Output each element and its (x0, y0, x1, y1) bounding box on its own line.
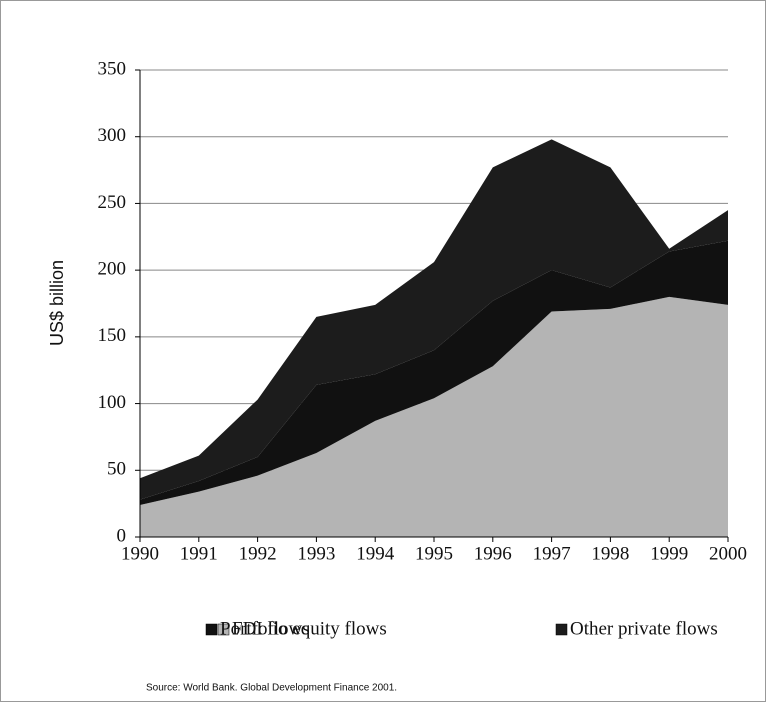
y-tick-label: 50 (107, 459, 126, 480)
y-axis-label: US$ billion (47, 260, 67, 346)
legend-label: Portfolio equity flows (220, 618, 387, 639)
legend-label: FDI flows (232, 618, 310, 639)
y-tick-label: 250 (98, 192, 127, 213)
legend-swatch (555, 623, 568, 636)
x-tick-label: 1993 (297, 543, 335, 564)
x-tick-label: 1999 (650, 543, 688, 564)
x-tick-label: 2000 (709, 543, 747, 564)
area (140, 240, 728, 505)
y-tick-label: 350 (98, 58, 127, 79)
x-tick-label: 1995 (415, 543, 453, 564)
y-tick-label: 300 (98, 125, 127, 146)
y-tick-label: 200 (98, 259, 127, 280)
y-tick-label: 150 (98, 325, 127, 346)
legend-swatch (217, 623, 230, 636)
x-tick-label: 1998 (591, 543, 629, 564)
x-tick-label: 1992 (239, 543, 277, 564)
y-tick-label: 100 (98, 392, 127, 413)
x-tick-label: 1997 (533, 543, 571, 564)
x-tick-label: 1990 (121, 543, 159, 564)
x-tick-label: 1996 (474, 543, 512, 564)
y-tick-label: 0 (117, 525, 127, 546)
x-tick-label: 1991 (180, 543, 218, 564)
area (140, 139, 728, 500)
legend-swatch (205, 623, 218, 636)
legend-label: Other private flows (570, 618, 718, 639)
x-tick-label: 1994 (356, 543, 395, 564)
area (140, 296, 728, 537)
source-note: Source: World Bank. Global Development F… (146, 683, 397, 694)
